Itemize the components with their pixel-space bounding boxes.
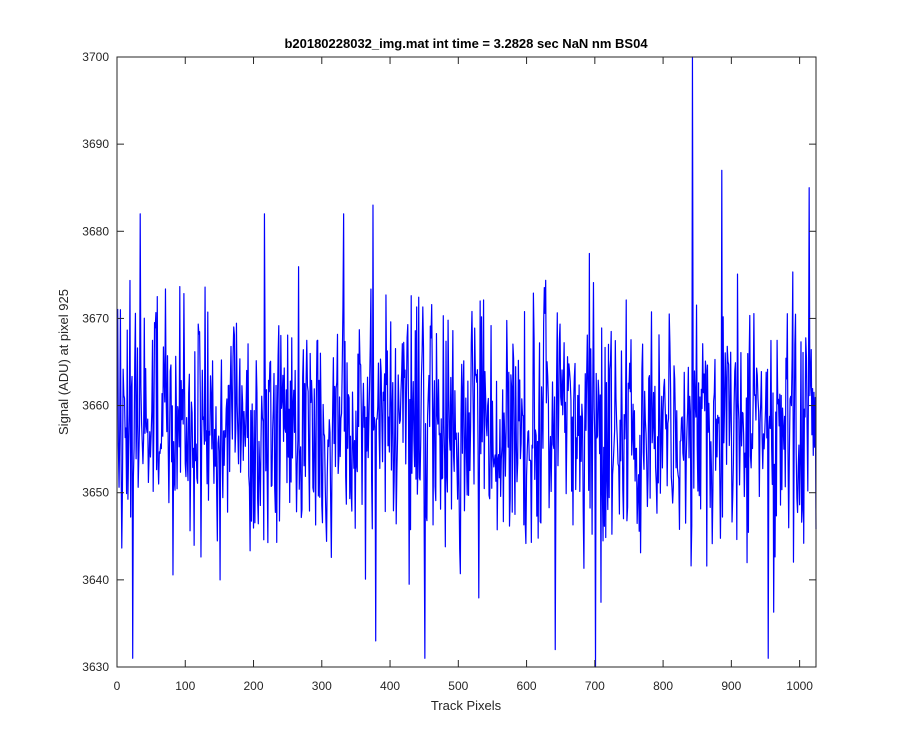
y-tick-label: 3630	[82, 660, 109, 674]
x-tick-label: 400	[380, 679, 400, 693]
y-tick-label: 3640	[82, 573, 109, 587]
x-axis-ticks: 0 100 200 300 400 500 600 700 800 900 1000	[114, 57, 813, 693]
x-tick-label: 500	[448, 679, 468, 693]
x-tick-label: 100	[175, 679, 195, 693]
x-tick-label: 900	[721, 679, 741, 693]
y-axis-label: Signal (ADU) at pixel 925	[56, 289, 71, 435]
x-tick-label: 200	[244, 679, 264, 693]
x-tick-label: 700	[585, 679, 605, 693]
x-tick-label: 1000	[786, 679, 813, 693]
y-axis-ticks: 3630 3640 3650 3660 3670 3680 3690 3700	[82, 50, 816, 674]
series-line	[117, 56, 817, 668]
y-tick-label: 3690	[82, 137, 109, 151]
y-tick-label: 3650	[82, 486, 109, 500]
y-tick-label: 3680	[82, 224, 109, 238]
y-tick-label: 3670	[82, 311, 109, 325]
x-tick-label: 300	[312, 679, 332, 693]
chart-title: b20180228032_img.mat int time = 3.2828 s…	[284, 36, 648, 51]
x-axis-label: Track Pixels	[431, 698, 502, 713]
y-tick-label: 3700	[82, 50, 109, 64]
x-tick-label: 600	[517, 679, 537, 693]
x-tick-label: 800	[653, 679, 673, 693]
series-group	[117, 56, 817, 668]
x-tick-label: 0	[114, 679, 121, 693]
y-tick-label: 3660	[82, 399, 109, 413]
plot-frame	[116, 56, 817, 668]
